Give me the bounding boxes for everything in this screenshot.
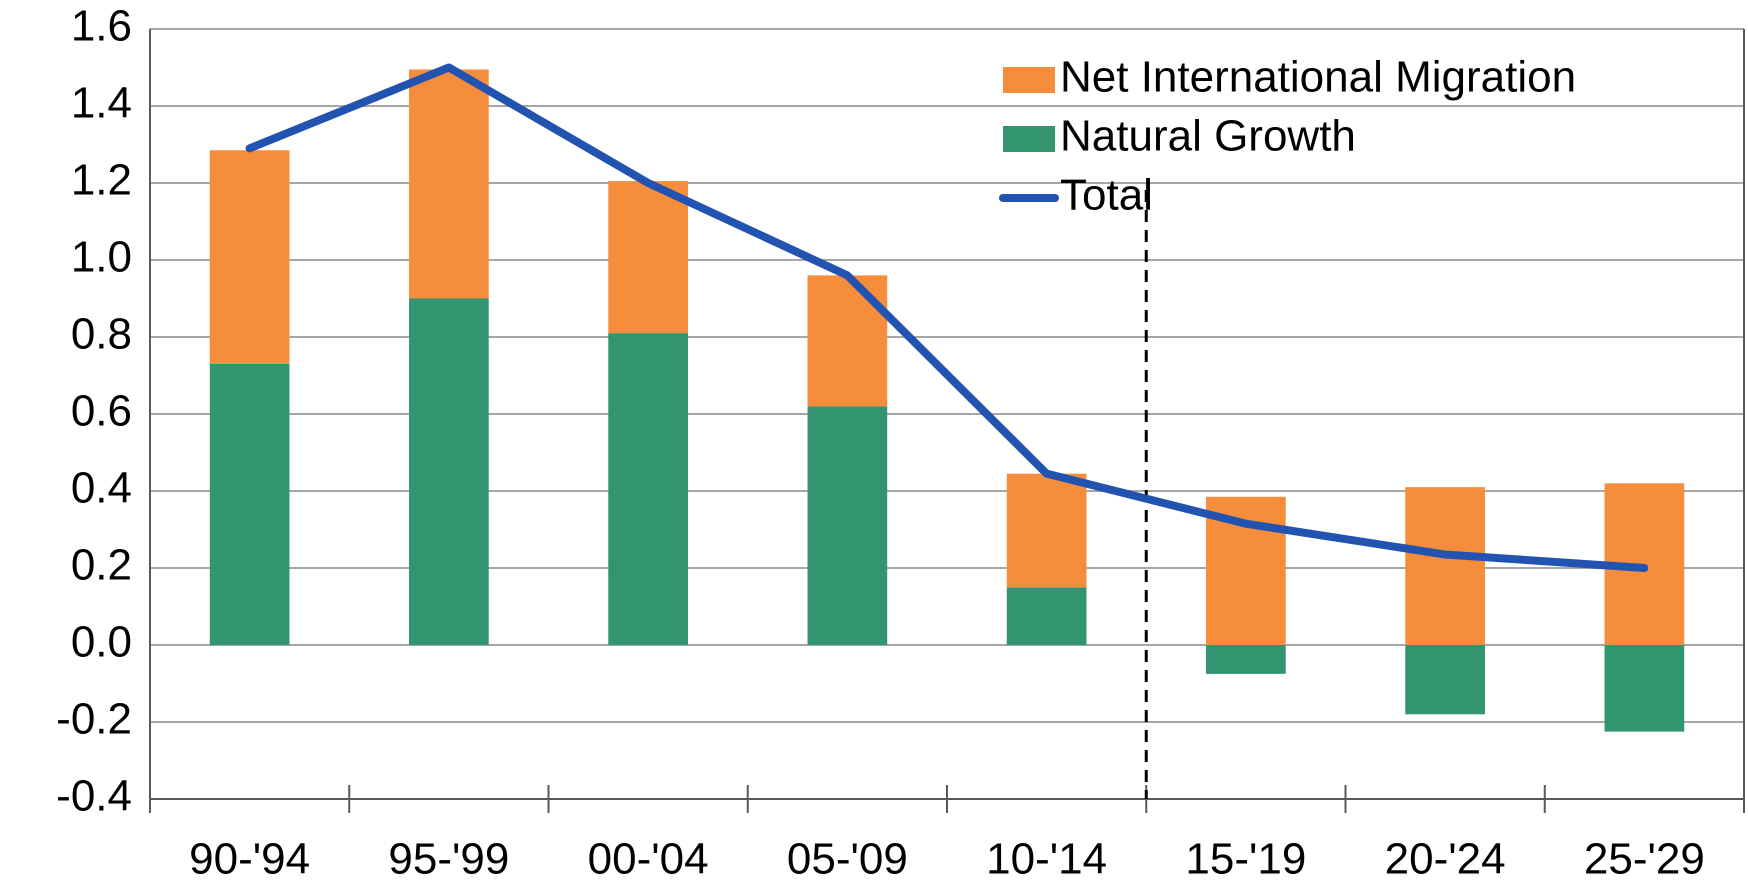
y-tick-label: -0.4 <box>56 772 132 821</box>
y-tick-label: 0.6 <box>71 387 132 436</box>
bar <box>409 298 489 645</box>
x-tick-label: 20-'24 <box>1385 835 1506 884</box>
bar <box>209 363 290 645</box>
legend-label: Total <box>1060 171 1153 220</box>
bar <box>1405 645 1485 715</box>
y-tick-label: 0.2 <box>71 541 132 590</box>
y-tick-label: -0.2 <box>56 695 132 744</box>
x-tick-label: 95-'99 <box>388 835 509 884</box>
x-tick-label: 10-'14 <box>986 835 1107 884</box>
legend-swatch <box>1003 67 1055 93</box>
bar <box>807 406 888 645</box>
bar <box>209 150 290 364</box>
bar <box>1206 645 1286 674</box>
x-tick-label: 00-'04 <box>588 835 709 884</box>
y-tick-label: 0.4 <box>71 464 132 513</box>
y-tick-label: 1.4 <box>71 79 132 128</box>
legend-swatch <box>1003 126 1055 152</box>
bar <box>1006 587 1087 645</box>
x-tick-label: 15-'19 <box>1185 835 1306 884</box>
y-tick-label: 0.0 <box>71 618 132 667</box>
line <box>245 63 1649 572</box>
y-tick-label: 1.6 <box>71 2 132 51</box>
bar <box>1604 645 1685 732</box>
y-tick-label: 0.8 <box>71 310 132 359</box>
x-tick-label: 25-'29 <box>1584 835 1705 884</box>
bar <box>1405 487 1485 645</box>
legend-label: Natural Growth <box>1060 112 1356 161</box>
bar <box>1006 473 1087 588</box>
y-tick-label: 1.0 <box>71 233 132 282</box>
bar <box>807 275 888 407</box>
legend-label: Net International Migration <box>1060 53 1576 102</box>
bar <box>608 333 688 645</box>
bar <box>409 69 489 299</box>
bar <box>608 181 688 334</box>
x-tick-label: 05-'09 <box>787 835 908 884</box>
x-tick-label: 90-'94 <box>189 835 310 884</box>
y-tick-label: 1.2 <box>71 156 132 205</box>
